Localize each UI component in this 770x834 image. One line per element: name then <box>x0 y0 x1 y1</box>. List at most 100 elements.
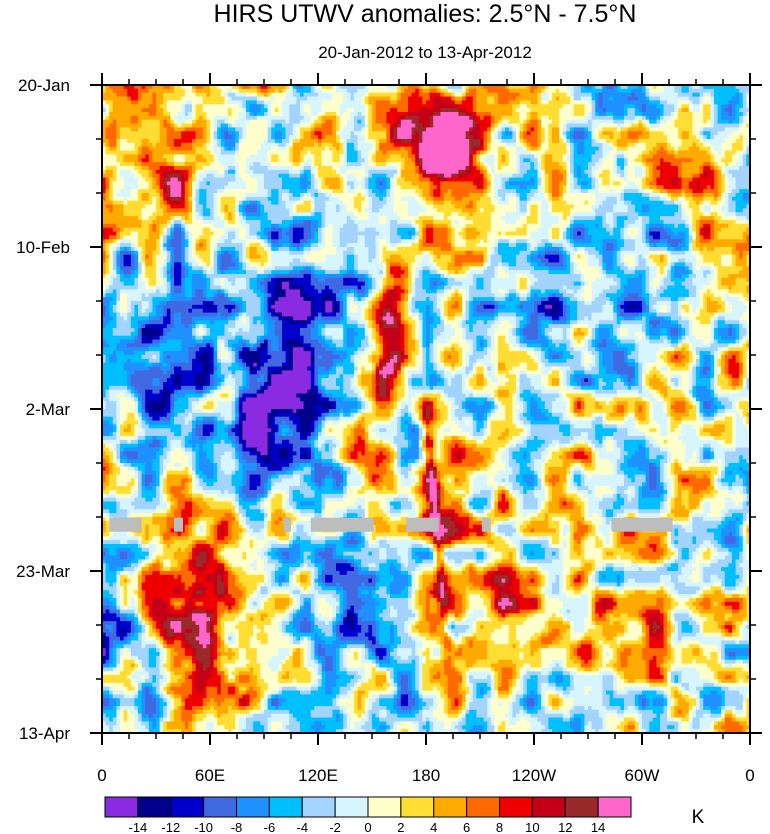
heatmap-cell <box>613 108 617 112</box>
heatmap-cell <box>354 100 358 104</box>
heatmap-cell <box>480 108 484 112</box>
heatmap-cell <box>480 100 484 104</box>
heatmap-cell <box>210 97 214 101</box>
heatmap-cell <box>466 108 470 112</box>
heatmap-cell <box>617 124 621 128</box>
heatmap-cell <box>343 112 347 116</box>
heatmap-cell <box>196 127 200 131</box>
heatmap-cell <box>444 97 448 101</box>
heatmap-cell <box>624 89 628 93</box>
heatmap-cell <box>203 127 207 131</box>
heatmap-cell <box>365 108 369 112</box>
heatmap-cell <box>149 112 153 116</box>
heatmap-cell <box>156 112 160 116</box>
heatmap-cell <box>228 112 232 116</box>
heatmap-cell <box>149 97 153 101</box>
heatmap-cell <box>455 124 459 128</box>
heatmap-cell <box>138 127 142 131</box>
heatmap-cell <box>617 89 621 93</box>
heatmap-cell <box>541 93 545 97</box>
heatmap-cell <box>545 97 549 101</box>
heatmap-cell <box>250 112 254 116</box>
heatmap-cell <box>660 104 664 108</box>
heatmap-cell <box>232 124 236 128</box>
heatmap-cell <box>707 124 711 128</box>
heatmap-cell <box>106 100 110 104</box>
heatmap-cell <box>631 89 635 93</box>
heatmap-cell <box>354 120 358 124</box>
heatmap-cell <box>696 124 700 128</box>
heatmap-cell <box>541 120 545 124</box>
heatmap-cell <box>289 120 293 124</box>
heatmap-cell <box>642 104 646 108</box>
heatmap-cell <box>548 120 552 124</box>
heatmap-cell <box>671 93 675 97</box>
heatmap-cell <box>656 93 660 97</box>
heatmap-cell <box>498 93 502 97</box>
heatmap-cell <box>415 100 419 104</box>
heatmap-cell <box>271 93 275 97</box>
heatmap-cell <box>444 108 448 112</box>
heatmap-cell <box>660 100 664 104</box>
heatmap-cell <box>588 127 592 131</box>
heatmap-cell <box>671 97 675 101</box>
heatmap-cell <box>635 120 639 124</box>
heatmap-cell <box>674 112 678 116</box>
heatmap-cell <box>599 97 603 101</box>
heatmap-cell <box>304 120 308 124</box>
heatmap-cell <box>444 127 448 131</box>
heatmap-cell <box>361 100 365 104</box>
heatmap-cell <box>181 97 185 101</box>
heatmap-cell <box>624 120 628 124</box>
heatmap-cell <box>210 108 214 112</box>
heatmap-cell <box>700 124 704 128</box>
heatmap-cell <box>343 116 347 120</box>
heatmap-cell <box>696 112 700 116</box>
heatmap-cell <box>206 89 210 93</box>
heatmap-cell <box>275 112 279 116</box>
heatmap-cell <box>588 120 592 124</box>
heatmap-cell <box>484 124 488 128</box>
heatmap-cell <box>548 104 552 108</box>
heatmap-cell <box>246 100 250 104</box>
heatmap-cell <box>566 127 570 131</box>
heatmap-cell <box>156 93 160 97</box>
heatmap-cell <box>340 127 344 131</box>
heatmap-cell <box>275 104 279 108</box>
heatmap-cell <box>271 100 275 104</box>
heatmap-cell <box>631 112 635 116</box>
heatmap-cell <box>448 120 452 124</box>
heatmap-cell <box>491 120 495 124</box>
heatmap-cell <box>620 116 624 120</box>
heatmap-cell <box>498 100 502 104</box>
heatmap-cell <box>458 124 462 128</box>
heatmap-cell <box>113 100 117 104</box>
heatmap-cell <box>642 120 646 124</box>
heatmap-cell <box>340 120 344 124</box>
heatmap-cell <box>552 100 556 104</box>
heatmap-cell <box>304 100 308 104</box>
heatmap-cell <box>631 120 635 124</box>
heatmap-cell <box>127 124 131 128</box>
heatmap-cell <box>419 104 423 108</box>
heatmap-cell <box>552 120 556 124</box>
heatmap-cell <box>325 104 329 108</box>
heatmap-cell <box>235 104 239 108</box>
heatmap-cell <box>260 127 264 131</box>
heatmap-cell <box>221 127 225 131</box>
heatmap-cell <box>484 116 488 120</box>
heatmap-cell <box>703 89 707 93</box>
heatmap-cell <box>430 93 434 97</box>
heatmap-cell <box>556 93 560 97</box>
heatmap-cell <box>372 104 376 108</box>
heatmap-cell <box>624 100 628 104</box>
heatmap-cell <box>217 124 221 128</box>
heatmap-cell <box>682 89 686 93</box>
heatmap-cell <box>376 112 380 116</box>
heatmap-cell <box>167 120 171 124</box>
heatmap-cell <box>581 124 585 128</box>
heatmap-cell <box>325 89 329 93</box>
heatmap-cell <box>451 89 455 93</box>
heatmap-cell <box>700 112 704 116</box>
heatmap-cell <box>610 112 614 116</box>
